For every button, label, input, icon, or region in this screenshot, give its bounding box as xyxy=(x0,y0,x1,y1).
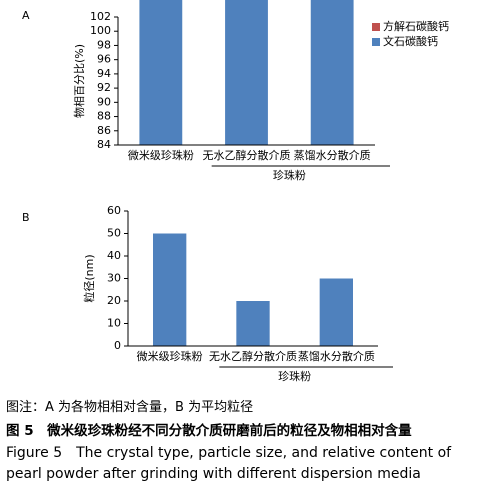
legend-label: 方解石碳酸钙 xyxy=(383,19,449,33)
caption-note: 图注：A 为各物相相对含量，B 为平均粒径 xyxy=(6,400,254,415)
y-tick-label: 86 xyxy=(97,124,111,137)
legend-swatch xyxy=(372,23,380,31)
y-tick-label: 102 xyxy=(90,10,111,23)
y-axis-label: 粒径(nm) xyxy=(82,254,96,302)
y-tick-label: 90 xyxy=(97,95,111,108)
caption-title-en: Figure 5 The crystal type, particle size… xyxy=(6,445,452,482)
x-tick-label: 微米级珍珠粉 xyxy=(137,349,203,363)
y-tick-label: 92 xyxy=(97,81,111,94)
group-label: 珍珠粉 xyxy=(278,369,311,383)
y-tick-label: 100 xyxy=(90,24,111,37)
y-tick-label: 50 xyxy=(107,227,121,240)
panel-label: A xyxy=(22,9,30,22)
bar xyxy=(236,301,270,346)
group-label: 珍珠粉 xyxy=(273,168,306,182)
x-tick-label: 无水乙醇分散介质 xyxy=(203,148,291,162)
bar xyxy=(153,233,187,346)
y-tick-label: 96 xyxy=(97,53,111,66)
panel-label: B xyxy=(22,211,30,224)
caption-title-cn: 图 5 微米级珍珠粉经不同分散介质研磨前后的粒径及物相相对含量 xyxy=(6,423,412,439)
y-axis-label: 物相百分比(%) xyxy=(72,44,86,118)
y-tick-label: 20 xyxy=(107,294,121,307)
y-tick-label: 88 xyxy=(97,110,111,123)
y-tick-label: 60 xyxy=(107,204,121,217)
y-tick-label: 10 xyxy=(107,317,121,330)
legend-label: 文石碳酸钙 xyxy=(383,34,438,48)
y-tick-label: 30 xyxy=(107,272,121,285)
bar xyxy=(319,278,353,346)
legend-swatch xyxy=(372,38,380,46)
y-tick-label: 0 xyxy=(114,339,121,352)
y-tick-label: 94 xyxy=(97,67,111,80)
x-tick-label: 无水乙醇分散介质 xyxy=(209,349,297,363)
y-tick-label: 40 xyxy=(107,249,121,262)
x-tick-label: 蒸馏水分散介质 xyxy=(294,148,371,162)
y-tick-label: 98 xyxy=(97,38,111,51)
x-tick-label: 微米级珍珠粉 xyxy=(128,148,194,162)
bar-segment xyxy=(225,0,268,145)
y-tick-label: 84 xyxy=(97,138,111,151)
bar-segment xyxy=(139,0,183,145)
x-tick-label: 蒸馏水分散介质 xyxy=(298,349,375,363)
bar-segment xyxy=(310,0,354,145)
